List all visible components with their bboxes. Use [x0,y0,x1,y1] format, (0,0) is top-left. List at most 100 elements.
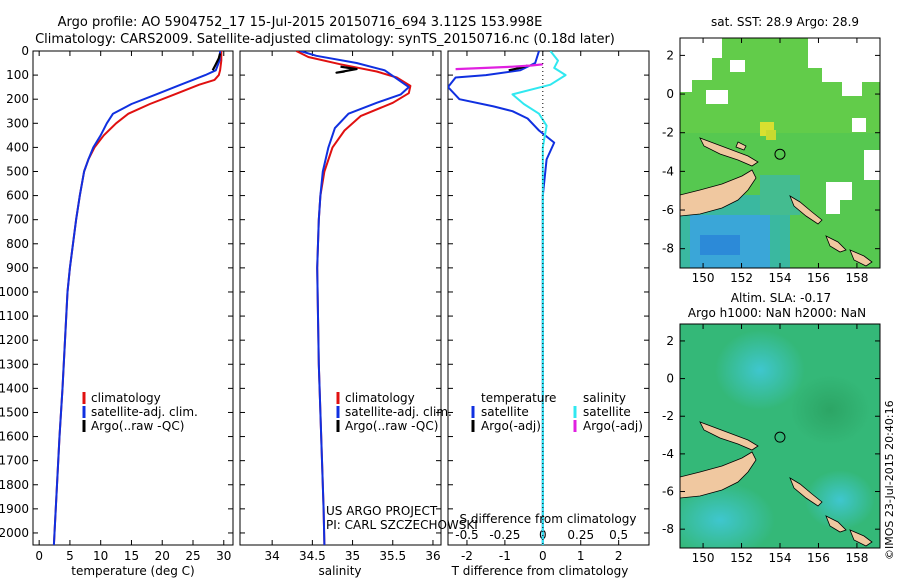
sst-map-ytick-label: -6 [662,203,674,217]
sla-land-newguinea [680,451,757,499]
legend-label-s-satellite: satellite [583,405,631,419]
temperature-xtick-label: 15 [124,549,139,563]
depth-tick-label: 800 [6,237,29,251]
sst-map-xtick-label: 154 [769,271,792,285]
difference-x2label: S difference from climatology [460,512,637,526]
salinity-axes: 34 34.5 35 35.5 36 [240,50,441,563]
sst-map-axes: 150 152 154 156 158 2 0 -2 -4 -6 -8 [662,38,880,285]
legend-head-salinity: salinity [583,391,626,405]
sla-map-ytick-label: 0 [666,372,674,386]
temperature-axes: 0 5 10 15 20 25 300100200300400500600700800900… [0,44,233,563]
legend-label-t-satellite: satellite [481,405,529,419]
sst-map-xtick-label: 156 [807,271,830,285]
difference-series [448,51,567,545]
sst-map-xtick-label: 158 [845,271,868,285]
difference-series-temperature-satellite [448,51,556,545]
sla-map-title-1: Altim. SLA: -0.17 [731,291,831,305]
sla-map-xtick-label: 152 [730,551,753,565]
legend-label-satellite: satellite-adj. clim. [91,405,198,419]
sla-map-xtick-label: 158 [845,551,868,565]
project-annotation: US ARGO PROJECT [326,504,438,518]
salinity-series-climatology [295,51,412,545]
sla-land-solomons [825,515,847,533]
depth-tick-label: 100 [6,68,29,82]
pi-annotation: PI: CARL SZCZECHOWSKI [326,518,478,532]
sst-cloud-5 [852,118,866,132]
sla-map-xtick-label: 154 [769,551,792,565]
sst-land-newbritain [699,137,759,167]
sla-land-bougainville [789,477,823,507]
legend-label-s-argo: Argo(-adj) [583,419,643,433]
legend-label-t-argo: Argo(-adj) [481,419,541,433]
sst-argo-marker [774,148,786,160]
sst-cloud-2 [730,60,745,72]
temperature-xtick-label: 10 [93,549,108,563]
depth-tick-label: 1600 [0,430,29,444]
legend-label-satellite: satellite-adj. clim. [345,405,452,419]
depth-tick-label: 1900 [0,502,29,516]
salinity-xtick-label: 34 [265,549,280,563]
sla-map-ytick-label: -8 [662,522,674,536]
sst-map-field [680,38,880,268]
sst-cloud-3 [706,90,728,104]
temperature-xlabel: temperature (deg C) [71,564,194,578]
sla-land-newbritain [699,421,759,451]
temperature-series [52,51,223,545]
sla-map-ytick-label: -2 [662,409,674,423]
difference-x2tick-label: -0.5 [455,528,478,542]
sst-cloud-7 [864,150,880,180]
sst-land-island [735,141,747,151]
difference-x2tick-label: 0.25 [567,528,594,542]
salinity-series [295,51,412,545]
sst-cloud-6 [826,182,852,214]
depth-tick-label: 300 [6,116,29,130]
sla-blob-3 [790,375,870,445]
salinity-xtick-label: 35 [345,549,360,563]
depth-tick-label: 1800 [0,478,29,492]
sst-cloud-4 [808,38,880,96]
depth-tick-label: 1300 [0,357,29,371]
depth-tick-label: 0 [21,44,29,58]
depth-tick-label: 1000 [0,285,29,299]
sst-map-ytick-label: 2 [666,48,674,62]
sst-teal-mid [760,175,800,215]
depth-tick-label: 2000 [0,526,29,540]
figure-title-line2: Climatology: CARS2009. Satellite-adjuste… [35,32,615,47]
temperature-legend: climatology satellite-adj. clim. Argo(..… [82,391,198,433]
temperature-xtick-label: 20 [155,549,170,563]
sla-map-title-2: Argo h1000: NaN h2000: NaN [688,306,866,320]
legend-label-climatology: climatology [345,391,415,405]
sst-map-ytick-label: -8 [662,242,674,256]
legend-label-argo: Argo(..raw -QC) [91,419,184,433]
depth-tick-label: 1700 [0,454,29,468]
difference-xtick-label: 1 [577,549,585,563]
temperature-xtick-label: 25 [185,549,200,563]
difference-xtick-label: 0 [539,549,547,563]
imos-credit: ©IMOS 23-Jul-2015 20:40:16 [883,400,896,560]
sla-map-ytick-label: -6 [662,485,674,499]
temperature-xtick-label: 30 [216,549,231,563]
salinity-panel-frame [239,50,442,546]
depth-tick-label: 500 [6,164,29,178]
sla-blob-1 [715,330,805,410]
salinity-xtick-label: 36 [425,549,440,563]
sst-map-xtick-label: 150 [692,271,715,285]
difference-x2tick-label: 0.5 [609,528,628,542]
depth-tick-label: 400 [6,140,29,154]
sst-map-ytick-label: -2 [662,126,674,140]
temperature-xtick-label: 0 [35,549,43,563]
depth-tick-label: 900 [6,261,29,275]
sst-map-xtick-label: 152 [730,271,753,285]
depth-tick-label: 200 [6,92,29,106]
depth-tick-label: 1500 [0,405,29,419]
legend-label-argo: Argo(..raw -QC) [345,419,438,433]
salinity-legend: climatology satellite-adj. clim. Argo(..… [336,391,452,433]
salinity-xtick-label: 35.5 [379,549,406,563]
legend-label-climatology: climatology [91,391,161,405]
depth-tick-label: 700 [6,213,29,227]
figure-title-line1: Argo profile: AO 5904752_17 15-Jul-2015 … [58,15,543,30]
sla-map-ytick-label: 2 [666,334,674,348]
